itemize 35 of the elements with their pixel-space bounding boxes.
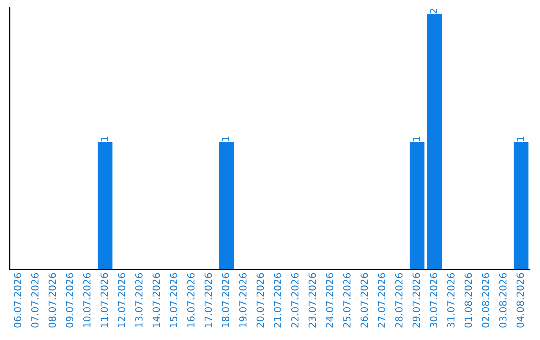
x-tick-label: 07.07.2026 <box>31 273 39 328</box>
data-label: 1 <box>516 136 524 142</box>
x-tick-label: 06.07.2026 <box>14 273 22 328</box>
x-tick-label: 21.07.2026 <box>274 273 282 328</box>
x-tick-label: 04.08.2026 <box>516 273 524 328</box>
x-tick-label: 30.07.2026 <box>430 273 438 328</box>
x-tick-label: 31.07.2026 <box>447 273 455 328</box>
x-tick-label: 25.07.2026 <box>343 273 351 328</box>
x-tick-label: 23.07.2026 <box>308 273 316 328</box>
data-label: 1 <box>412 136 420 142</box>
x-tick-label: 12.07.2026 <box>118 273 126 328</box>
x-tick-label: 20.07.2026 <box>256 273 264 328</box>
x-tick-label: 19.07.2026 <box>239 273 247 328</box>
data-label: 1 <box>222 136 230 142</box>
x-tick-label: 08.07.2026 <box>48 273 56 328</box>
x-tick-label: 24.07.2026 <box>326 273 334 328</box>
x-tick-label: 17.07.2026 <box>204 273 212 328</box>
x-tick-label: 26.07.2026 <box>360 273 368 328</box>
x-tick-label: 29.07.2026 <box>412 273 420 328</box>
x-tick-label: 01.08.2026 <box>464 273 472 328</box>
x-tick-label: 03.08.2026 <box>499 273 507 328</box>
x-tick-label: 27.07.2026 <box>378 273 386 328</box>
x-tick-label: 15.07.2026 <box>170 273 178 328</box>
x-tick-label: 09.07.2026 <box>66 273 74 328</box>
x-tick-label: 10.07.2026 <box>83 273 91 328</box>
x-tick-label: 14.07.2026 <box>152 273 160 328</box>
x-tick-label: 11.07.2026 <box>100 273 108 328</box>
x-tick-label: 18.07.2026 <box>222 273 230 328</box>
x-tick-label: 02.08.2026 <box>482 273 490 328</box>
x-tick-label: 16.07.2026 <box>187 273 195 328</box>
x-tick-label: 13.07.2026 <box>135 273 143 328</box>
data-label: 1 <box>100 136 108 142</box>
x-tick-label: 28.07.2026 <box>395 273 403 328</box>
x-tick-label: 22.07.2026 <box>291 273 299 328</box>
data-label: 2 <box>430 9 438 14</box>
